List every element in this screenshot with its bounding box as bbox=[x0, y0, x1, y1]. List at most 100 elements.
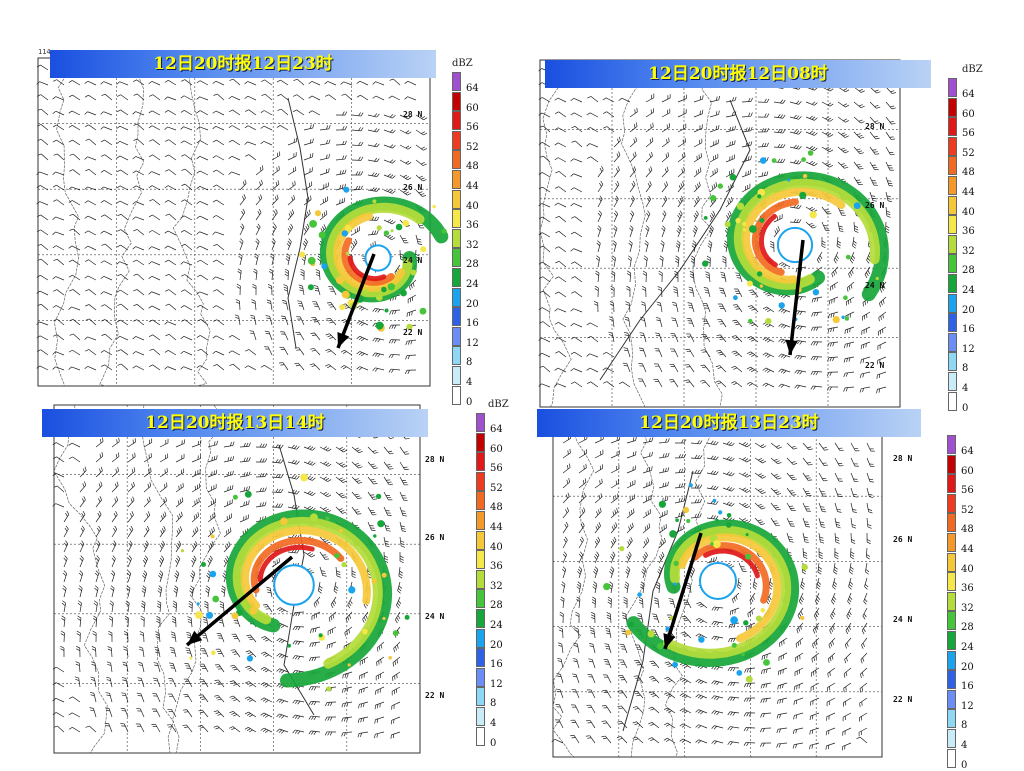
scale-swatch bbox=[452, 131, 461, 150]
scale-level-label: 16 bbox=[466, 319, 479, 329]
scale-level-label: 4 bbox=[490, 719, 496, 729]
scale-level-label: 52 bbox=[490, 484, 503, 494]
scale-swatch bbox=[452, 327, 461, 346]
scale-swatch bbox=[948, 137, 957, 156]
scale-level-label: 64 bbox=[962, 90, 975, 100]
radar-map-3 bbox=[40, 395, 520, 765]
scale-level-label: 56 bbox=[466, 123, 479, 133]
lat-label-22: 22 N bbox=[893, 695, 912, 704]
scale-swatch bbox=[947, 592, 956, 611]
scale-level-label: 44 bbox=[490, 523, 503, 533]
lat-label-22: 22 N bbox=[403, 328, 422, 337]
scale-level-label: 20 bbox=[466, 300, 479, 310]
radar-map-4 bbox=[537, 405, 1017, 765]
scale-level-label: 52 bbox=[466, 143, 479, 153]
scale-level-label: 48 bbox=[962, 168, 975, 178]
scale-swatch bbox=[476, 687, 485, 706]
lat-label-28: 28 N bbox=[403, 110, 422, 119]
scale-swatch bbox=[947, 651, 956, 670]
scale-level-label: 20 bbox=[961, 663, 974, 673]
scale-swatch bbox=[476, 707, 485, 726]
scale-level-label: 60 bbox=[466, 104, 479, 114]
scale-level-label: 28 bbox=[961, 623, 974, 633]
scale-swatch bbox=[948, 117, 957, 136]
panel-title-4: 12日20时报13日23时 bbox=[537, 409, 921, 437]
lat-label-22: 22 N bbox=[425, 691, 444, 700]
scale-swatch bbox=[476, 531, 485, 550]
scale-level-label: 8 bbox=[961, 721, 967, 731]
scale-level-label: 36 bbox=[490, 562, 503, 572]
lat-label-28: 28 N bbox=[865, 122, 884, 131]
lat-label-24: 24 N bbox=[403, 256, 422, 265]
scale-level-label: 44 bbox=[962, 188, 975, 198]
scale-level-label: 32 bbox=[961, 604, 974, 614]
scale-swatch bbox=[947, 729, 956, 748]
radar-map-2 bbox=[535, 52, 1015, 422]
scale-level-label: 64 bbox=[466, 84, 479, 94]
scale-level-label: 4 bbox=[962, 384, 968, 394]
scale-level-label: 28 bbox=[490, 601, 503, 611]
scale-level-label: 60 bbox=[962, 110, 975, 120]
scale-unit: dBZ bbox=[488, 399, 509, 410]
scale-unit: dBZ bbox=[962, 64, 983, 75]
scale-swatch bbox=[947, 533, 956, 552]
scale-swatch bbox=[947, 572, 956, 591]
scale-swatch bbox=[476, 472, 485, 491]
radar-map-1 bbox=[30, 40, 500, 400]
scale-level-label: 24 bbox=[466, 280, 479, 290]
scale-level-label: 52 bbox=[961, 506, 974, 516]
panel-title-1: 12日20时报12日23时 bbox=[50, 50, 436, 78]
lat-label-28: 28 N bbox=[425, 455, 444, 464]
scale-level-label: 60 bbox=[490, 445, 503, 455]
scale-swatch bbox=[476, 550, 485, 569]
lat-label-26: 26 N bbox=[865, 201, 884, 210]
lon-label-1: 114 bbox=[38, 48, 51, 56]
scale-level-label: 44 bbox=[466, 182, 479, 192]
scale-swatch bbox=[452, 92, 461, 111]
scale-swatch bbox=[947, 709, 956, 728]
scale-swatch bbox=[948, 176, 957, 195]
scale-swatch bbox=[948, 235, 957, 254]
scale-level-label: 60 bbox=[961, 467, 974, 477]
scale-swatch bbox=[948, 215, 957, 234]
scale-swatch bbox=[476, 570, 485, 589]
scale-level-label: 48 bbox=[490, 503, 503, 513]
scale-swatch bbox=[947, 631, 956, 650]
scale-swatch bbox=[476, 413, 485, 432]
panel-2: 12日20时报12日08时 28 N 26 N 24 N 22 N dBZ 64… bbox=[535, 52, 1015, 422]
scale-level-label: 40 bbox=[466, 202, 479, 212]
scale-level-label: 16 bbox=[961, 682, 974, 692]
scale-swatch bbox=[452, 307, 461, 326]
scale-swatch bbox=[947, 553, 956, 572]
scale-swatch bbox=[476, 668, 485, 687]
scale-level-label: 0 bbox=[961, 761, 967, 771]
scale-level-label: 24 bbox=[490, 621, 503, 631]
scale-swatch bbox=[452, 229, 461, 248]
scale-swatch bbox=[476, 629, 485, 648]
scale-swatch bbox=[476, 491, 485, 510]
scale-swatch bbox=[948, 196, 957, 215]
scale-swatch bbox=[476, 648, 485, 667]
lat-label-26: 26 N bbox=[425, 533, 444, 542]
scale-level-label: 48 bbox=[466, 162, 479, 172]
scale-swatch bbox=[452, 209, 461, 228]
scale-level-label: 28 bbox=[466, 260, 479, 270]
scale-swatch bbox=[947, 494, 956, 513]
scale-level-label: 32 bbox=[490, 582, 503, 592]
scale-swatch bbox=[452, 150, 461, 169]
scale-level-label: 52 bbox=[962, 149, 975, 159]
map-frame bbox=[38, 58, 430, 386]
lat-label-26: 26 N bbox=[893, 535, 912, 544]
lat-label-24: 24 N bbox=[865, 281, 884, 290]
scale-swatch bbox=[948, 333, 957, 352]
scale-level-label: 36 bbox=[466, 221, 479, 231]
scale-swatch bbox=[948, 313, 957, 332]
scale-level-label: 8 bbox=[490, 699, 496, 709]
scale-swatch bbox=[948, 352, 957, 371]
panel-1: 12日20时报12日23时 114 28 N 26 N 24 N 22 N dB… bbox=[30, 40, 500, 400]
scale-level-label: 12 bbox=[490, 680, 503, 690]
scale-level-label: 36 bbox=[962, 227, 975, 237]
